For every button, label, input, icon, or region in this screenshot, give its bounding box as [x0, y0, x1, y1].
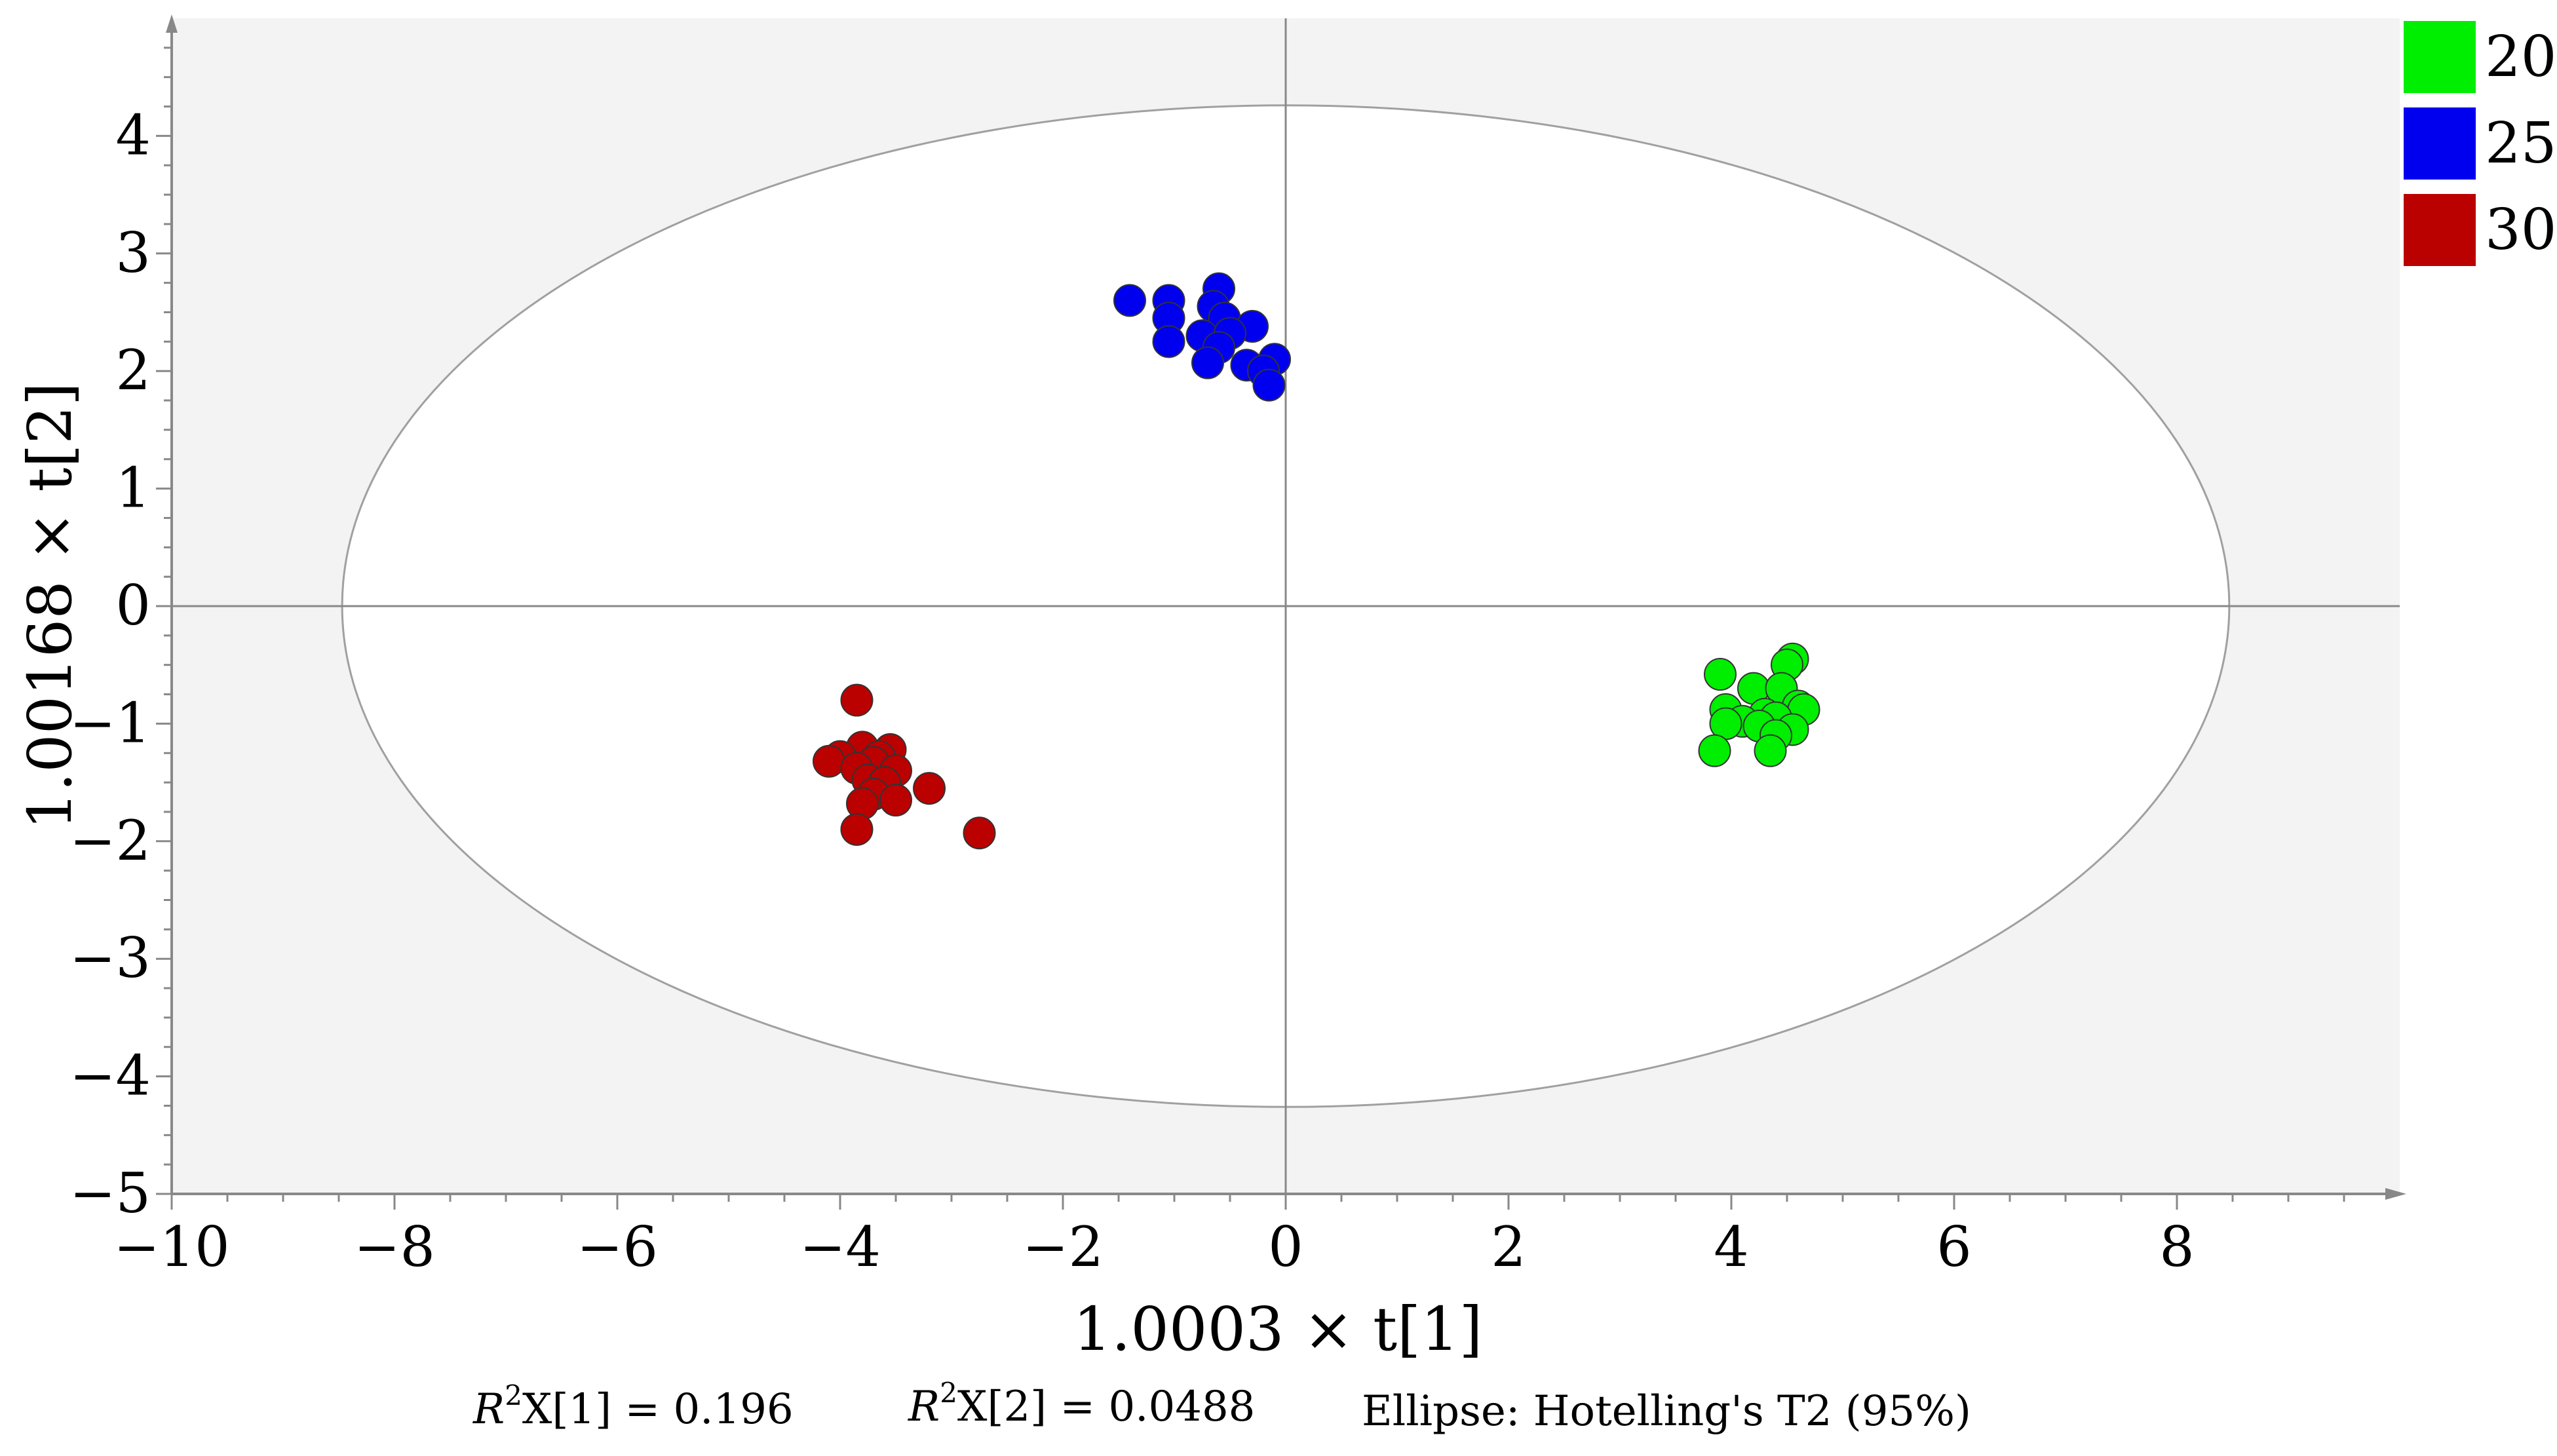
x-tick-label: 8 [2159, 1215, 2194, 1279]
legend-label-25: 25 [2485, 111, 2556, 176]
r2x1-annotation: R2X[1] = 0.196 [472, 1379, 794, 1434]
x-tick-label: −10 [113, 1215, 229, 1279]
data-point [840, 813, 874, 846]
x-tick-label: −4 [799, 1215, 881, 1279]
zero-lines [172, 18, 2400, 1194]
x-axis-arrow [2385, 1188, 2406, 1200]
legend-swatch-20 [2404, 21, 2476, 93]
data-point [1704, 658, 1737, 691]
series-30 [813, 683, 996, 850]
x-axis-ticks: −10 −8 −6 −4 −2 0 2 4 6 8 [113, 1194, 2345, 1279]
x-tick-label: 6 [1936, 1215, 1971, 1279]
x-tick-label: −2 [1022, 1215, 1104, 1279]
x-axis-title: 1.0003 × t[1] [1073, 1294, 1483, 1364]
legend-label-20: 20 [2485, 24, 2556, 90]
y-axis-title: 1.00168 × t[2] [15, 382, 85, 830]
data-point [1252, 368, 1286, 402]
x-tick-label: −8 [354, 1215, 435, 1279]
y-tick-label: −4 [69, 1044, 151, 1108]
x-tick-label: −6 [577, 1215, 658, 1279]
data-points [813, 272, 1820, 850]
data-point [813, 744, 845, 778]
y-tick-label: 3 [116, 221, 151, 285]
x-tick-label: 4 [1714, 1215, 1748, 1279]
y-axis-arrow [166, 14, 178, 33]
y-tick-label: 0 [116, 573, 151, 638]
series-25 [1113, 272, 1291, 402]
x-tick-label: 2 [1491, 1215, 1526, 1279]
data-point [963, 816, 996, 850]
r2x2-annotation: R2X[2] = 0.0488 [908, 1377, 1255, 1431]
y-tick-label: −2 [69, 809, 151, 873]
y-tick-label: 2 [116, 338, 151, 402]
y-tick-label: −1 [69, 691, 151, 755]
data-point [913, 772, 946, 805]
series-20 [1698, 642, 1820, 767]
x-tick-label: 0 [1268, 1215, 1303, 1279]
legend: 20 25 30 [2404, 21, 2556, 266]
ellipse-annotation: Ellipse: Hotelling's T2 (95%) [1362, 1387, 1971, 1436]
data-point [1113, 284, 1146, 317]
data-point [1698, 734, 1731, 767]
data-point [1191, 346, 1224, 379]
legend-label-30: 30 [2485, 197, 2556, 263]
y-axis-ticks: −5 −4 −3 −2 −1 0 1 2 3 4 [69, 47, 172, 1225]
data-point [1754, 734, 1787, 767]
y-tick-label: −3 [69, 926, 151, 990]
y-tick-label: 1 [116, 456, 151, 520]
y-tick-label: −5 [69, 1161, 151, 1225]
data-point [840, 683, 874, 717]
data-point [879, 784, 912, 817]
y-tick-label: 4 [116, 103, 151, 167]
legend-swatch-30 [2404, 194, 2476, 266]
data-point [1152, 325, 1185, 358]
legend-swatch-25 [2404, 107, 2476, 180]
